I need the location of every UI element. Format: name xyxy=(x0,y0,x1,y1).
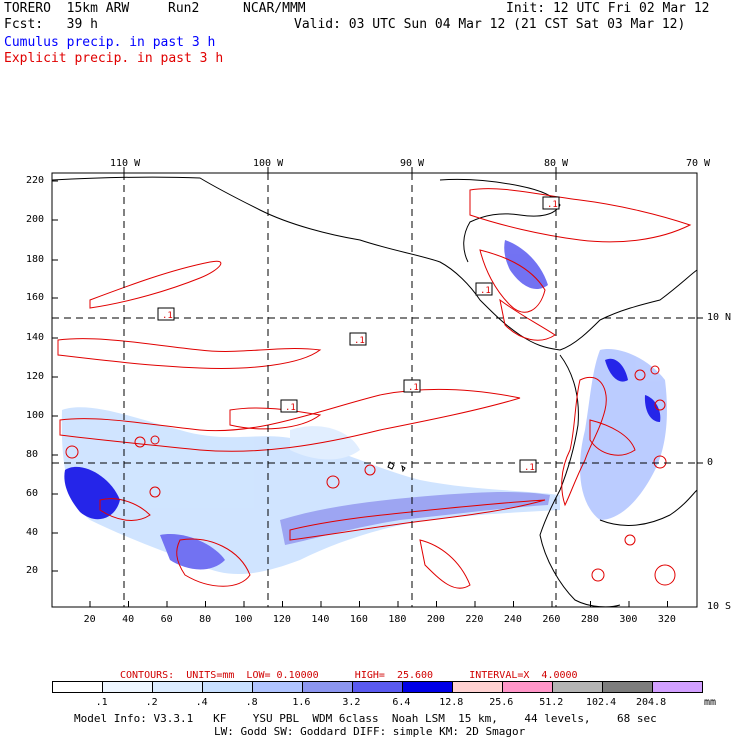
lon-label: 80 W xyxy=(544,158,569,169)
y-tick-label: 140 xyxy=(26,332,45,343)
colorbar-bin xyxy=(52,681,103,693)
model-info-line2: LW: Godd SW: Goddard DIFF: simple KM: 2D… xyxy=(214,725,526,738)
lon-label: 70 W xyxy=(686,158,711,169)
colorbar-label: .1 xyxy=(95,697,108,708)
x-tick-label: 60 xyxy=(160,614,173,625)
x-tick-label: 240 xyxy=(503,614,522,625)
y-tick-label: 160 xyxy=(26,292,45,303)
svg-text:.1: .1 xyxy=(547,200,558,210)
lon-label: 110 W xyxy=(110,158,141,169)
x-tick-label: 80 xyxy=(199,614,212,625)
x-tick-label: 180 xyxy=(388,614,407,625)
colorbar-label: 51.2 xyxy=(539,697,564,708)
org-label: NCAR/MMM xyxy=(243,1,306,16)
colorbar-bin xyxy=(302,681,353,693)
x-tick-label: 20 xyxy=(83,614,96,625)
svg-text:.1: .1 xyxy=(480,286,491,296)
colorbar-label: 102.4 xyxy=(586,697,617,708)
explicit-precip-label: Explicit precip. in past 3 h xyxy=(4,51,224,66)
init-time: Init: 12 UTC Fri 02 Mar 12 xyxy=(506,1,710,16)
colorbar-bin xyxy=(102,681,153,693)
colorbar-label: 204.8 xyxy=(636,697,667,708)
contour-label: .1 xyxy=(475,282,493,296)
colorbar-bin xyxy=(452,681,503,693)
colorbar-label: 3.2 xyxy=(342,697,361,708)
colorbar-units: mm xyxy=(704,697,717,708)
y-tick-label: 200 xyxy=(26,214,45,225)
colorbar-label: .4 xyxy=(195,697,208,708)
colorbar-bin xyxy=(502,681,553,693)
colorbar-bin xyxy=(352,681,403,693)
contour-label: .1 xyxy=(403,379,421,393)
colorbar-label: 6.4 xyxy=(392,697,411,708)
x-tick-label: 120 xyxy=(272,614,291,625)
x-tick-label: 140 xyxy=(311,614,330,625)
explicit-precip-contours xyxy=(57,188,692,589)
colorbar-label: 1.6 xyxy=(292,697,311,708)
contour-label: .1 xyxy=(349,332,367,346)
colorbar-bin xyxy=(152,681,203,693)
colorbar-label: 12.8 xyxy=(439,697,464,708)
lon-label: 100 W xyxy=(253,158,284,169)
colorbar-bin xyxy=(252,681,303,693)
svg-text:.1: .1 xyxy=(354,336,365,346)
coastlines xyxy=(51,176,698,608)
colorbar-bin xyxy=(602,681,653,693)
x-tick-label: 320 xyxy=(657,614,676,625)
y-tick-label: 180 xyxy=(26,254,45,265)
y-tick-label: 40 xyxy=(26,527,39,538)
y-tick-label: 80 xyxy=(26,449,39,460)
contour-label: .1 xyxy=(542,196,560,210)
model-info-line1: Model Info: V3.3.1 KF YSU PBL WDM 6class… xyxy=(74,712,657,725)
colorbar-label: .8 xyxy=(245,697,258,708)
map-frame xyxy=(51,172,698,608)
svg-text:.1: .1 xyxy=(162,311,173,321)
y-tick-label: 220 xyxy=(26,175,45,186)
x-tick-label: 100 xyxy=(234,614,253,625)
colorbar-bin xyxy=(652,681,703,693)
cumulus-precip-label: Cumulus precip. in past 3 h xyxy=(4,35,216,50)
y-tick-label: 60 xyxy=(26,488,39,499)
x-tick-label: 220 xyxy=(465,614,484,625)
contour-label: .1 xyxy=(280,399,298,413)
model-title: TORERO 15km ARW xyxy=(4,1,130,16)
x-tick-label: 260 xyxy=(542,614,561,625)
x-tick-label: 40 xyxy=(122,614,135,625)
colorbar-bin xyxy=(202,681,253,693)
contour-label-boxes: .1 .1 .1 .1 .1 .1 .1 xyxy=(157,196,560,473)
svg-text:.1: .1 xyxy=(285,403,296,413)
colorbar-label: .2 xyxy=(145,697,158,708)
svg-text:.1: .1 xyxy=(408,383,419,393)
forecast-hour: Fcst: 39 h xyxy=(4,17,98,32)
colorbar-bin xyxy=(552,681,603,693)
lat-label: 10 S xyxy=(707,601,732,612)
x-tick-label: 300 xyxy=(619,614,638,625)
y-tick-label: 100 xyxy=(26,410,45,421)
run-label: Run2 xyxy=(168,1,200,16)
contour-label: .1 xyxy=(519,459,537,473)
contour-label: .1 xyxy=(157,307,175,321)
lat-label: 10 N xyxy=(707,312,732,323)
y-tick-label: 120 xyxy=(26,371,45,382)
lat-lon-grid xyxy=(52,173,697,607)
lon-label: 90 W xyxy=(400,158,425,169)
y-tick-label: 20 xyxy=(26,565,39,576)
axis-ticks xyxy=(52,167,703,607)
x-tick-label: 160 xyxy=(349,614,368,625)
colorbar-label: 25.6 xyxy=(489,697,514,708)
colorbar-bin xyxy=(402,681,453,693)
lat-label: 0 xyxy=(707,457,714,468)
x-tick-label: 280 xyxy=(580,614,599,625)
x-tick-label: 200 xyxy=(426,614,445,625)
contours-info: CONTOURS: UNITS=mm LOW= 0.10000 HIGH= 25… xyxy=(120,670,578,681)
valid-time: Valid: 03 UTC Sun 04 Mar 12 (21 CST Sat … xyxy=(294,17,686,32)
svg-text:.1: .1 xyxy=(524,463,535,473)
